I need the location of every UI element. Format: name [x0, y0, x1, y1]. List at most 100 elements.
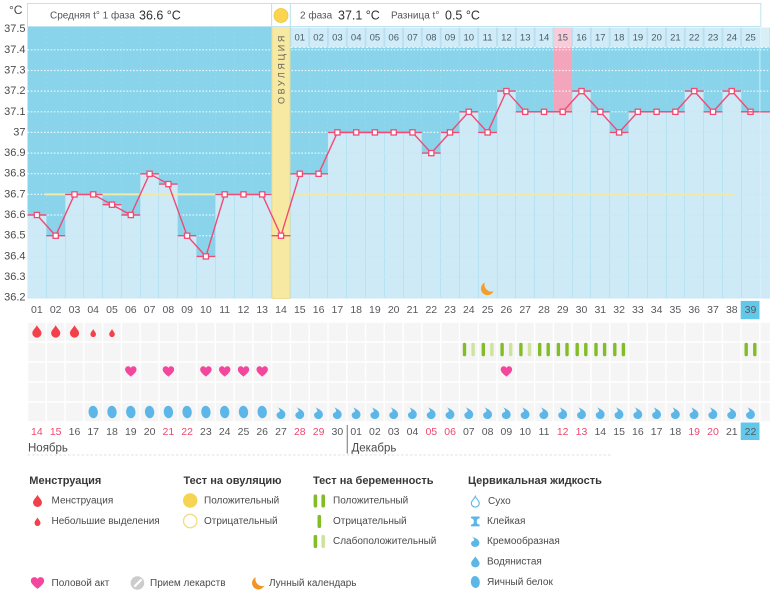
svg-text:Прием лекарств: Прием лекарств	[150, 578, 226, 589]
svg-text:15: 15	[557, 33, 568, 44]
svg-text:Небольшие выделения: Небольшие выделения	[52, 515, 160, 527]
svg-text:08: 08	[426, 33, 437, 44]
svg-text:30: 30	[332, 426, 344, 438]
svg-text:Тест на беременность: Тест на беременность	[313, 475, 434, 487]
svg-text:12: 12	[238, 304, 250, 316]
svg-text:30: 30	[576, 304, 588, 316]
svg-text:27: 27	[519, 304, 531, 316]
svg-text:37.4: 37.4	[4, 44, 25, 56]
svg-text:21: 21	[407, 304, 419, 316]
svg-text:0.5 °C: 0.5 °C	[445, 9, 480, 23]
svg-text:14: 14	[31, 426, 43, 438]
svg-text:26: 26	[256, 426, 268, 438]
svg-text:16: 16	[69, 426, 81, 438]
svg-text:09: 09	[501, 426, 513, 438]
svg-text:14: 14	[275, 304, 287, 316]
svg-text:07: 07	[144, 304, 156, 316]
svg-text:Водянистая: Водянистая	[487, 557, 542, 568]
svg-text:23: 23	[708, 33, 719, 44]
svg-text:17: 17	[332, 304, 344, 316]
svg-text:19: 19	[369, 304, 381, 316]
svg-text:32: 32	[613, 304, 625, 316]
svg-text:Разница t°: Разница t°	[391, 10, 439, 21]
svg-text:09: 09	[181, 304, 193, 316]
svg-text:07: 07	[407, 33, 418, 44]
svg-text:15: 15	[50, 426, 62, 438]
svg-text:03: 03	[332, 33, 343, 44]
svg-text:36.6: 36.6	[4, 209, 25, 221]
svg-text:39: 39	[745, 304, 757, 316]
svg-text:02: 02	[369, 426, 381, 438]
svg-text:22: 22	[181, 426, 193, 438]
svg-text:36.6 °C: 36.6 °C	[139, 9, 181, 23]
svg-text:19: 19	[688, 426, 700, 438]
svg-text:Отрицательный: Отрицательный	[204, 516, 278, 527]
svg-text:20: 20	[651, 33, 662, 44]
svg-text:05: 05	[106, 304, 118, 316]
svg-text:Половой акт: Половой акт	[52, 578, 110, 589]
svg-text:13: 13	[576, 426, 588, 438]
svg-text:18: 18	[614, 33, 625, 44]
svg-text:Цервикальная жидкость: Цервикальная жидкость	[468, 475, 602, 487]
svg-text:01: 01	[295, 33, 306, 44]
svg-text:Слабоположительный: Слабоположительный	[333, 535, 436, 547]
svg-text:Средняя t° 1 фаза: Средняя t° 1 фаза	[50, 9, 135, 21]
svg-text:19: 19	[633, 33, 644, 44]
svg-text:25: 25	[482, 304, 494, 316]
svg-text:04: 04	[87, 304, 99, 316]
svg-text:15: 15	[294, 304, 306, 316]
svg-text:18: 18	[350, 304, 362, 316]
svg-text:16: 16	[576, 33, 587, 44]
svg-text:01: 01	[350, 426, 362, 438]
svg-text:04: 04	[351, 33, 362, 44]
svg-text:Яичный белок: Яичный белок	[487, 576, 553, 588]
svg-text:01: 01	[31, 304, 43, 316]
svg-text:37.2: 37.2	[4, 85, 25, 97]
svg-text:10: 10	[519, 426, 531, 438]
svg-text:17: 17	[595, 33, 606, 44]
svg-text:14: 14	[594, 426, 606, 438]
svg-text:12: 12	[501, 33, 512, 44]
svg-text:02: 02	[313, 33, 324, 44]
svg-text:19: 19	[125, 426, 137, 438]
svg-text:Лунный календарь: Лунный календарь	[269, 578, 357, 589]
svg-text:20: 20	[707, 426, 719, 438]
svg-text:13: 13	[520, 33, 531, 44]
svg-text:18: 18	[106, 426, 118, 438]
svg-text:24: 24	[463, 304, 475, 316]
svg-text:29: 29	[557, 304, 569, 316]
svg-text:08: 08	[163, 304, 175, 316]
svg-text:04: 04	[407, 426, 419, 438]
svg-text:Декабрь: Декабрь	[352, 443, 397, 455]
svg-text:20: 20	[388, 304, 400, 316]
svg-text:05: 05	[370, 33, 381, 44]
svg-text:Положительный: Положительный	[204, 496, 279, 507]
svg-text:23: 23	[444, 304, 456, 316]
svg-text:Отрицательный: Отрицательный	[333, 516, 407, 527]
svg-text:24: 24	[727, 33, 738, 44]
svg-text:28: 28	[538, 304, 550, 316]
svg-text:21: 21	[163, 426, 175, 438]
svg-text:03: 03	[388, 426, 400, 438]
svg-text:Менструация: Менструация	[29, 475, 101, 487]
svg-text:07: 07	[463, 426, 475, 438]
svg-text:27: 27	[275, 426, 287, 438]
svg-text:25: 25	[745, 33, 756, 44]
svg-text:16: 16	[632, 426, 644, 438]
svg-text:25: 25	[238, 426, 250, 438]
svg-text:Тест на овуляцию: Тест на овуляцию	[184, 475, 282, 487]
svg-text:36: 36	[688, 304, 700, 316]
svg-text:37: 37	[13, 126, 25, 138]
svg-text:24: 24	[219, 426, 231, 438]
svg-text:Ноябрь: Ноябрь	[28, 443, 68, 455]
svg-text:09: 09	[445, 33, 456, 44]
svg-text:36.3: 36.3	[4, 271, 25, 283]
svg-text:29: 29	[313, 426, 325, 438]
svg-text:22: 22	[689, 33, 700, 44]
svg-text:36.7: 36.7	[4, 188, 25, 200]
svg-text:17: 17	[651, 426, 663, 438]
svg-text:14: 14	[539, 33, 550, 44]
svg-text:22: 22	[745, 426, 757, 438]
svg-text:10: 10	[464, 33, 475, 44]
svg-text:Менструация: Менструация	[52, 496, 114, 507]
